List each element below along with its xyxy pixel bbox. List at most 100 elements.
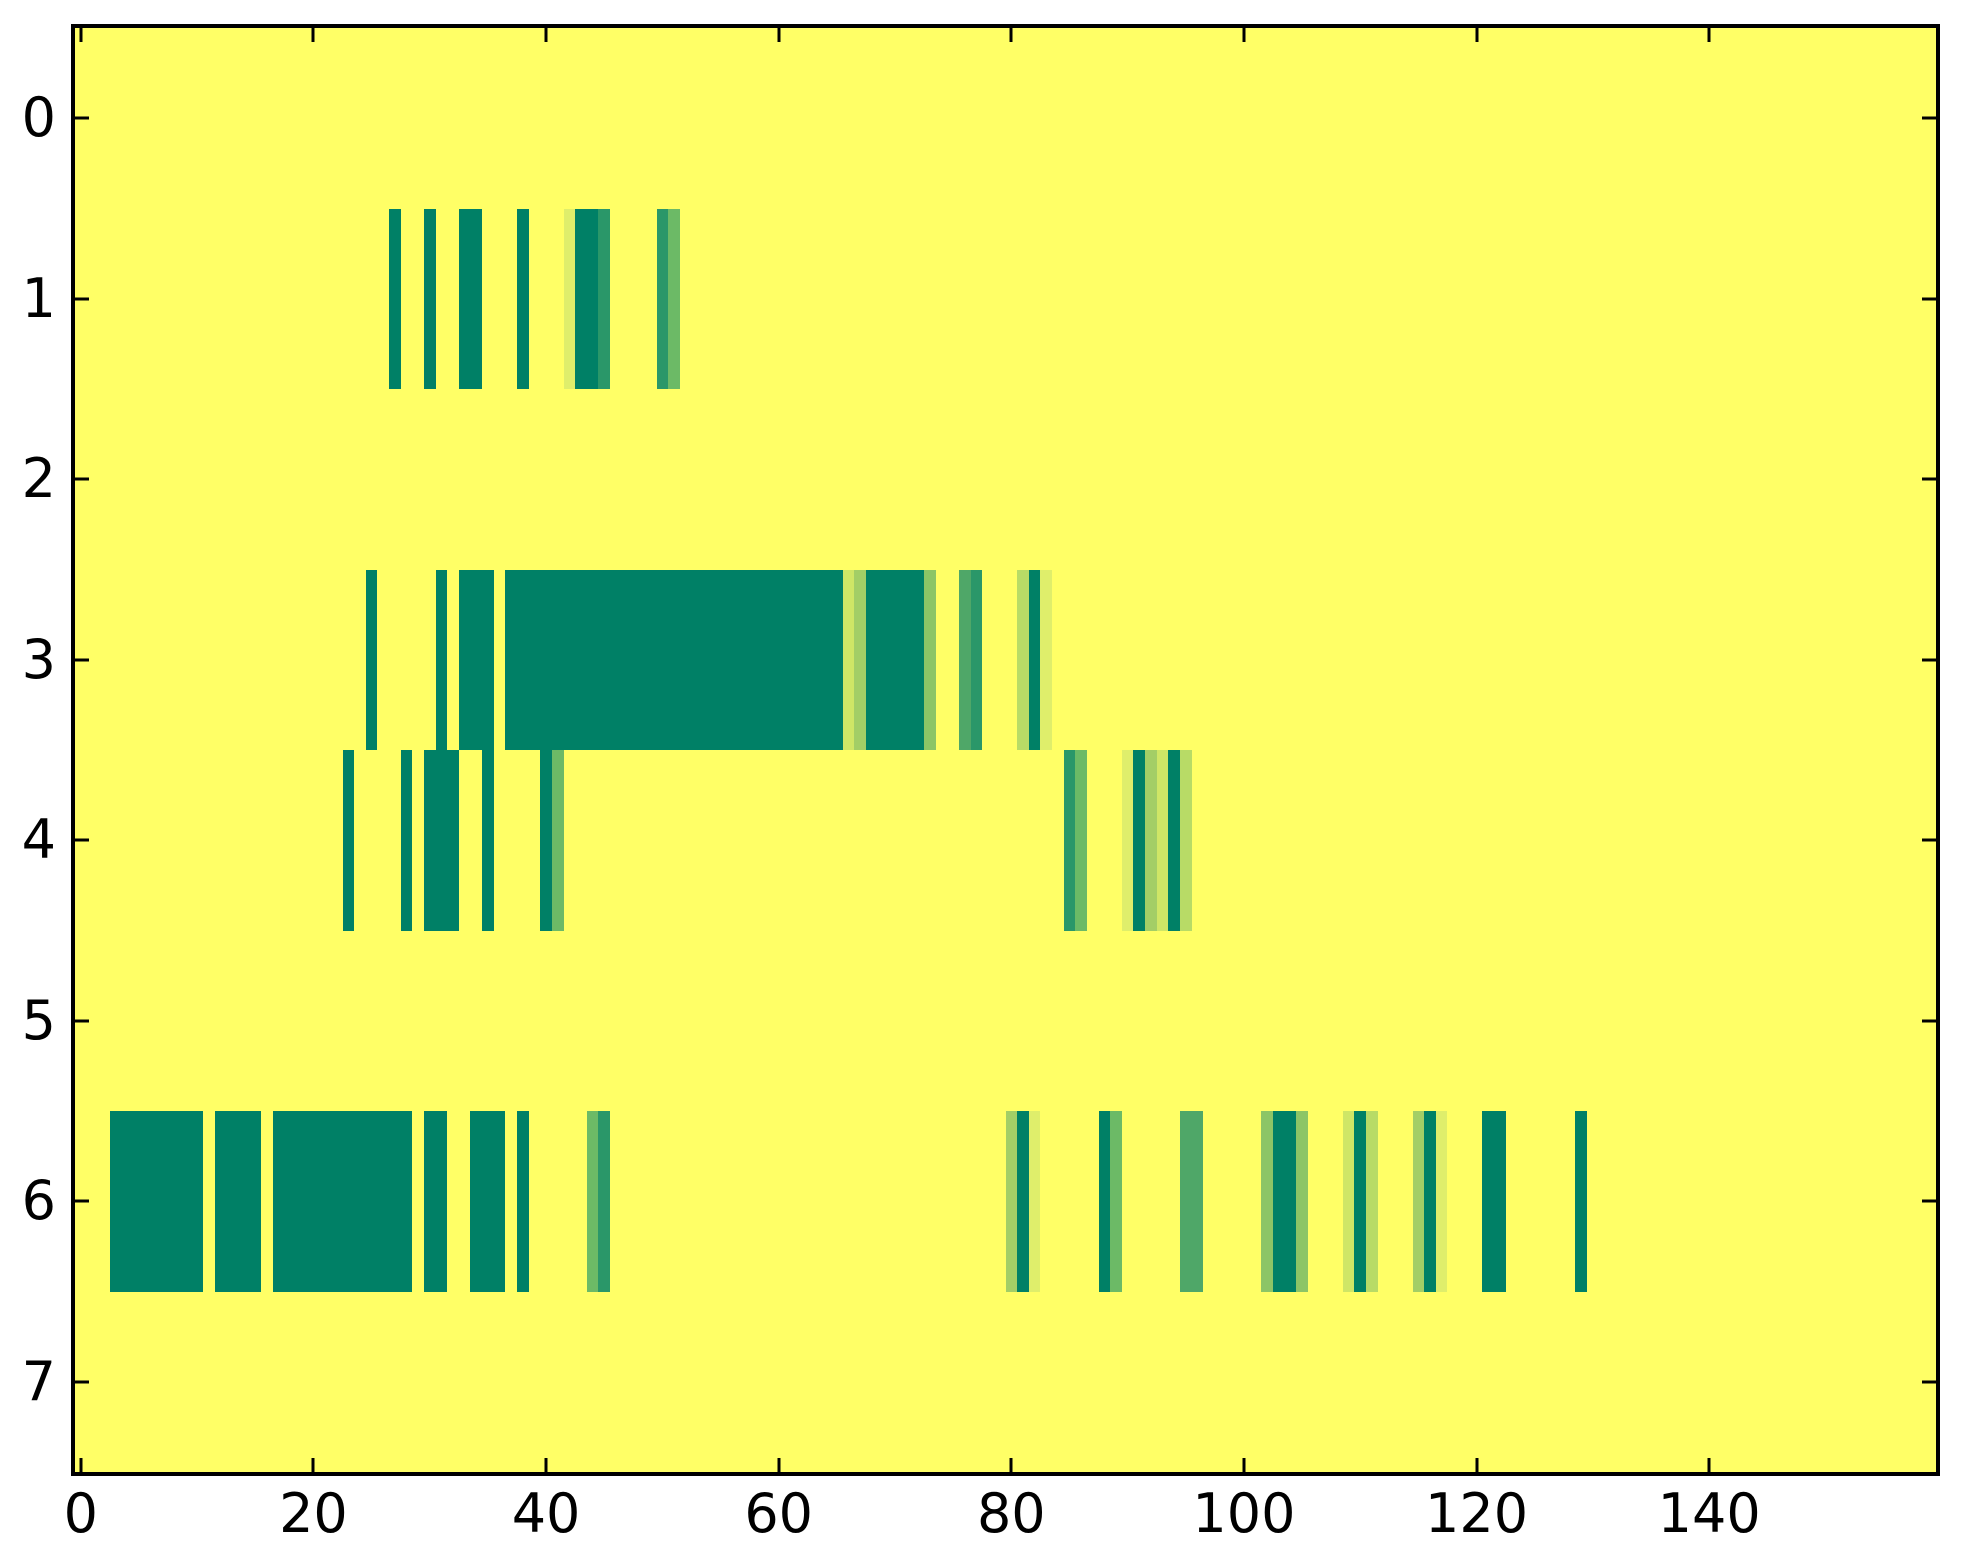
heatmap-segment (458, 569, 494, 750)
heatmap-segment (1261, 1111, 1273, 1292)
heatmap-segment (214, 1111, 262, 1292)
x-tick-label: 0 (63, 1482, 98, 1545)
x-tick-label: 60 (744, 1482, 814, 1545)
heatmap-segment (1098, 1111, 1111, 1292)
heatmap-segment (551, 750, 564, 931)
heatmap-segment (842, 569, 855, 750)
x-tick-label: 40 (511, 1482, 581, 1545)
x-tick-mark (1242, 1458, 1246, 1472)
heatmap-segment (1028, 569, 1041, 750)
heatmap-segment (598, 1111, 611, 1292)
heatmap-segment (272, 1111, 413, 1292)
heatmap-plot (71, 24, 1940, 1476)
y-tick-mark (1922, 1199, 1936, 1203)
y-tick-label: 0 (21, 86, 56, 150)
x-tick-label: 100 (1192, 1482, 1296, 1545)
heatmap-segment (1121, 750, 1134, 931)
x-tick-mark (777, 1458, 781, 1472)
x-tick-mark (1009, 1458, 1013, 1472)
heatmap-segment (656, 208, 669, 389)
heatmap-segment (924, 569, 936, 750)
x-tick-label: 140 (1657, 1482, 1761, 1545)
heatmap-segment (1412, 1111, 1425, 1292)
heatmap-segment (1005, 1111, 1018, 1292)
x-tick-label: 80 (976, 1482, 1046, 1545)
y-tick-label: 1 (21, 266, 56, 330)
heatmap-segment (598, 208, 611, 389)
heatmap-segment (482, 750, 494, 931)
heatmap-segment (1342, 1111, 1355, 1292)
y-tick-mark (75, 1019, 89, 1023)
x-tick-mark (1009, 28, 1013, 42)
heatmap-segment (423, 1111, 448, 1292)
heatmap-segment (458, 208, 483, 389)
heatmap-segment (389, 208, 401, 389)
heatmap-segment (1145, 750, 1157, 931)
heatmap-segment (470, 1111, 506, 1292)
y-tick-mark (1922, 297, 1936, 301)
heatmap-segment (1156, 750, 1169, 931)
heatmap-segment (1168, 750, 1180, 931)
heatmap-segment (400, 750, 413, 931)
x-tick-mark (311, 28, 315, 42)
heatmap-segment (1110, 1111, 1122, 1292)
heatmap-segment (516, 208, 529, 389)
y-tick-mark (75, 1199, 89, 1203)
heatmap-segment (1296, 1111, 1308, 1292)
heatmap-segment (1179, 750, 1192, 931)
x-tick-label: 20 (279, 1482, 348, 1545)
y-tick-label: 2 (21, 447, 56, 511)
x-tick-mark (1707, 1458, 1711, 1472)
y-tick-mark (75, 477, 89, 481)
y-tick-mark (75, 116, 89, 120)
heatmap-segment (109, 1111, 203, 1292)
heatmap-segment (1063, 750, 1076, 931)
heatmap-segment (1575, 1111, 1588, 1292)
heatmap-segment (1017, 1111, 1029, 1292)
heatmap-segment (1482, 1111, 1506, 1292)
heatmap-segment (1133, 750, 1146, 931)
x-tick-mark (544, 1458, 548, 1472)
x-tick-mark (1707, 28, 1711, 42)
y-tick-label: 5 (21, 988, 56, 1052)
heatmap-segment (516, 1111, 529, 1292)
heatmap-segment (540, 750, 552, 931)
heatmap-segment (1028, 1111, 1041, 1292)
x-tick-mark (311, 1458, 315, 1472)
y-tick-mark (1922, 658, 1936, 662)
x-tick-mark (79, 28, 83, 42)
heatmap-segment (668, 208, 680, 389)
heatmap-segment (1179, 1111, 1204, 1292)
heatmap-segment (342, 750, 355, 931)
x-tick-mark (1475, 1458, 1479, 1472)
heatmap-segment (563, 208, 576, 389)
y-tick-mark (75, 1380, 89, 1384)
y-tick-mark (75, 658, 89, 662)
heatmap-segment (854, 569, 866, 750)
heatmap-segment (575, 208, 599, 389)
y-tick-mark (1922, 116, 1936, 120)
x-tick-mark (777, 28, 781, 42)
y-tick-mark (1922, 1380, 1936, 1384)
y-tick-mark (1922, 838, 1936, 842)
heatmap-segment (1273, 1111, 1297, 1292)
y-tick-label: 4 (21, 808, 56, 872)
y-tick-mark (1922, 1019, 1936, 1023)
heatmap-segment (1435, 1111, 1448, 1292)
heatmap-segment (1424, 1111, 1436, 1292)
x-tick-mark (544, 28, 548, 42)
heatmap-segment (970, 569, 983, 750)
heatmap-segment (423, 750, 459, 931)
y-tick-label: 6 (21, 1169, 56, 1233)
y-tick-label: 7 (21, 1349, 56, 1413)
heatmap-segment (1354, 1111, 1367, 1292)
x-tick-mark (1242, 28, 1246, 42)
x-tick-label: 120 (1425, 1482, 1529, 1545)
heatmap-segment (865, 569, 925, 750)
heatmap-segment (505, 569, 843, 750)
heatmap-segment (435, 569, 448, 750)
heatmap-segment (958, 569, 971, 750)
heatmap-segment (1017, 569, 1029, 750)
heatmap-segment (423, 208, 436, 389)
